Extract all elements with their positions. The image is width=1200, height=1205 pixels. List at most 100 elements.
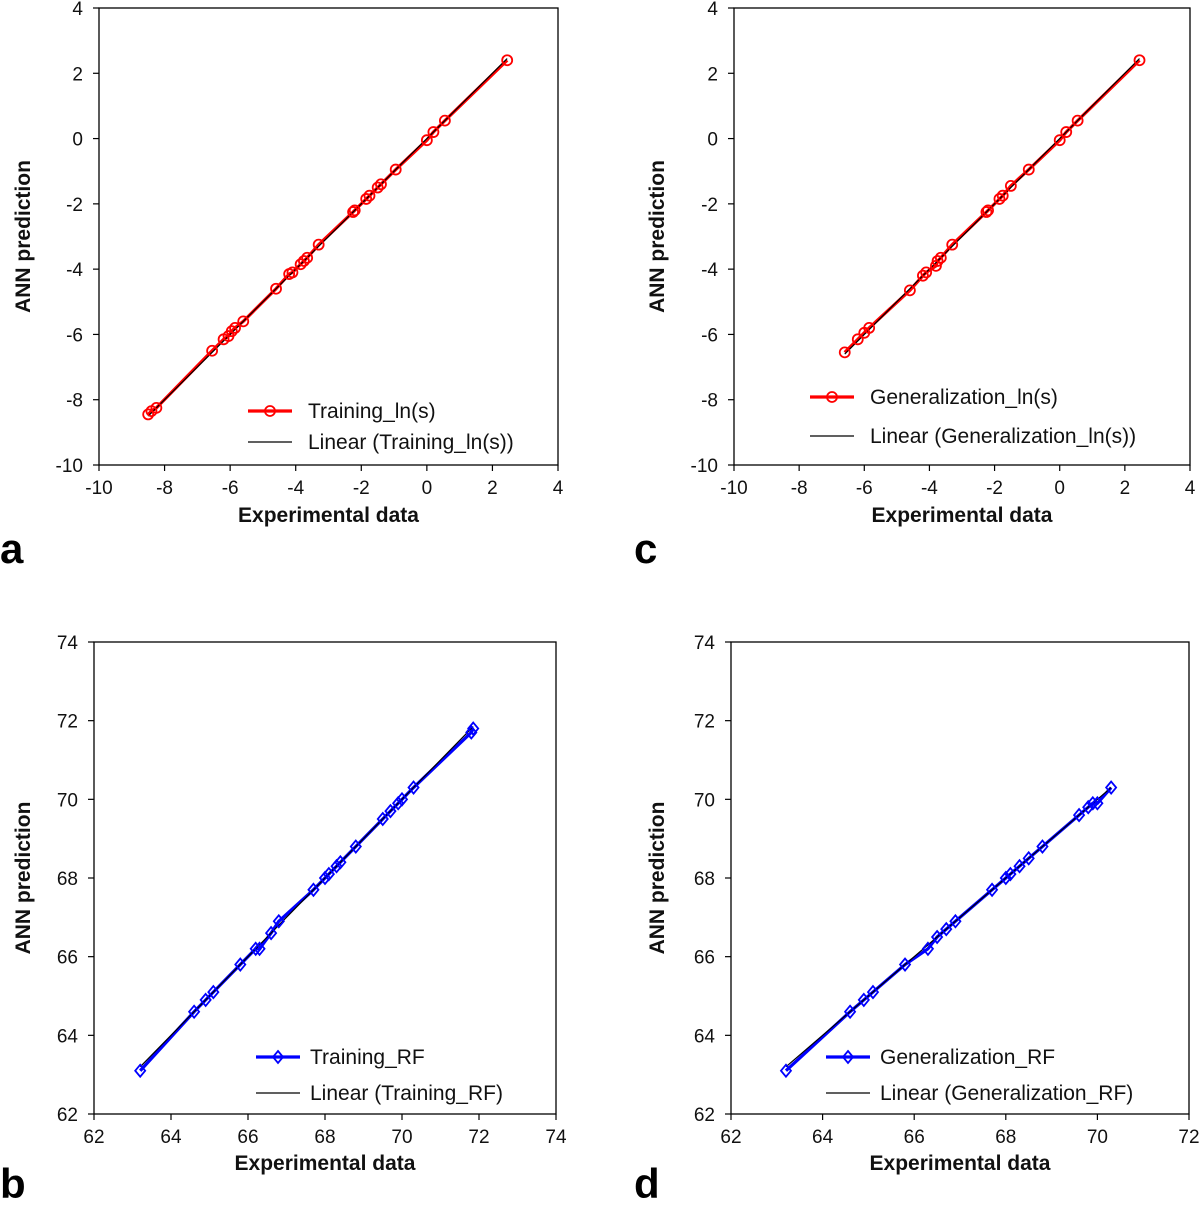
chart-panel-b: 62 64 66 68 70 72 74 62 64 66 68 70 72 74 Experimental… xyxy=(0,633,567,1205)
data-point xyxy=(1036,839,1049,854)
data-point xyxy=(371,181,384,194)
data-point xyxy=(1004,866,1017,882)
x-tick-label: 68 xyxy=(995,1127,1016,1148)
y-tick-label: -2 xyxy=(66,195,83,216)
y-axis-title: ANN prediction xyxy=(12,160,35,313)
data-point xyxy=(1053,134,1066,147)
legend-series-marker xyxy=(841,1049,855,1065)
data-point xyxy=(384,803,397,819)
plot-area xyxy=(730,641,1190,1115)
legend-trendline-label: Linear (Training_ln(s)) xyxy=(308,431,514,454)
y-tick-label: 68 xyxy=(57,869,78,890)
data-point xyxy=(348,204,361,217)
legend: Generalization_RF Linear (Generalization_… xyxy=(826,1046,1133,1105)
x-tick-label: 4 xyxy=(553,478,564,499)
data-point xyxy=(207,984,220,1000)
panel-letter: b xyxy=(0,1160,26,1205)
data-point xyxy=(237,315,250,328)
data-point xyxy=(501,54,514,67)
data-point xyxy=(851,333,864,346)
x-tick-label: 0 xyxy=(422,478,433,499)
data-point xyxy=(298,255,310,267)
legend-series-marker xyxy=(271,1049,285,1065)
data-point xyxy=(225,325,238,338)
x-tick-label: 62 xyxy=(720,1127,741,1148)
y-axis-title: ANN prediction xyxy=(646,160,669,313)
data-point xyxy=(980,206,993,218)
legend-series-label: Generalization_RF xyxy=(880,1046,1055,1069)
y-tick-label: 66 xyxy=(694,948,715,969)
data-point xyxy=(1072,807,1086,823)
data-point xyxy=(920,266,933,279)
data-point xyxy=(1004,180,1017,192)
data-point xyxy=(229,321,241,334)
data-point xyxy=(1022,850,1035,866)
data-point xyxy=(249,941,262,957)
data-point xyxy=(427,126,440,138)
x-tick-label: -6 xyxy=(222,478,239,499)
data-point xyxy=(946,238,959,251)
data-point xyxy=(467,721,480,736)
plot-area xyxy=(98,7,559,466)
legend-series-marker xyxy=(264,405,276,417)
x-axis-title: Experimental data xyxy=(238,504,419,527)
data-point xyxy=(930,929,944,945)
data-point xyxy=(996,189,1009,202)
x-tick-label: -10 xyxy=(720,478,747,499)
chart-panel-d: 62 64 66 68 70 72 62 64 66 68 70 72 74 Experimental d… xyxy=(634,633,1200,1205)
x-tick-label: -6 xyxy=(856,478,873,499)
x-tick-label: 66 xyxy=(237,1127,258,1148)
x-tick-label: 62 xyxy=(83,1127,104,1148)
x-tick-label: -2 xyxy=(353,478,370,499)
x-tick-label: -8 xyxy=(156,478,173,499)
data-point xyxy=(286,266,299,279)
data-point xyxy=(921,941,935,957)
data-point xyxy=(438,114,451,127)
legend-trendline-label: Linear (Training_RF) xyxy=(310,1082,503,1105)
data-point xyxy=(903,284,916,297)
y-tick-label: 0 xyxy=(72,130,83,151)
data-point xyxy=(420,134,433,147)
data-point xyxy=(863,321,876,334)
x-tick-label: 72 xyxy=(468,1127,489,1148)
data-point xyxy=(993,193,1006,205)
data-point xyxy=(272,913,285,929)
legend-series-label: Training_ln(s) xyxy=(308,400,436,423)
y-tick-label: -6 xyxy=(701,325,718,346)
data-point xyxy=(294,258,307,271)
y-tick-label: -2 xyxy=(701,195,718,216)
data-point xyxy=(330,858,343,874)
data-point xyxy=(1022,163,1035,176)
data-point xyxy=(407,780,420,795)
legend-series-label: Generalization_ln(s) xyxy=(870,386,1058,409)
data-point xyxy=(307,882,320,898)
data-point xyxy=(334,854,347,870)
y-tick-label: -4 xyxy=(701,260,718,281)
y-tick-label: 2 xyxy=(72,64,83,85)
y-tick-label: 74 xyxy=(57,633,79,654)
data-point xyxy=(375,178,387,191)
data-point xyxy=(940,921,953,937)
data-point xyxy=(1091,795,1104,811)
y-tick-label: 72 xyxy=(694,712,715,733)
data-point xyxy=(1013,858,1026,874)
x-tick-label: 64 xyxy=(812,1127,834,1148)
x-tick-label: 68 xyxy=(314,1127,335,1148)
data-point xyxy=(206,344,219,357)
data-point xyxy=(360,193,373,205)
y-tick-label: -8 xyxy=(701,391,718,412)
y-tick-label: 2 xyxy=(707,64,718,85)
x-tick-label: 66 xyxy=(904,1127,925,1148)
data-point xyxy=(134,1063,147,1079)
data-point xyxy=(395,791,409,807)
data-point xyxy=(376,811,389,827)
x-tick-label: 0 xyxy=(1054,478,1065,499)
y-tick-label: 74 xyxy=(694,633,716,654)
panel-letter: d xyxy=(634,1160,660,1205)
data-point xyxy=(1133,54,1146,67)
data-point xyxy=(866,984,880,1000)
data-point xyxy=(1104,780,1118,795)
y-axis-title: ANN prediction xyxy=(646,802,669,955)
x-tick-label: 72 xyxy=(1178,1127,1199,1148)
